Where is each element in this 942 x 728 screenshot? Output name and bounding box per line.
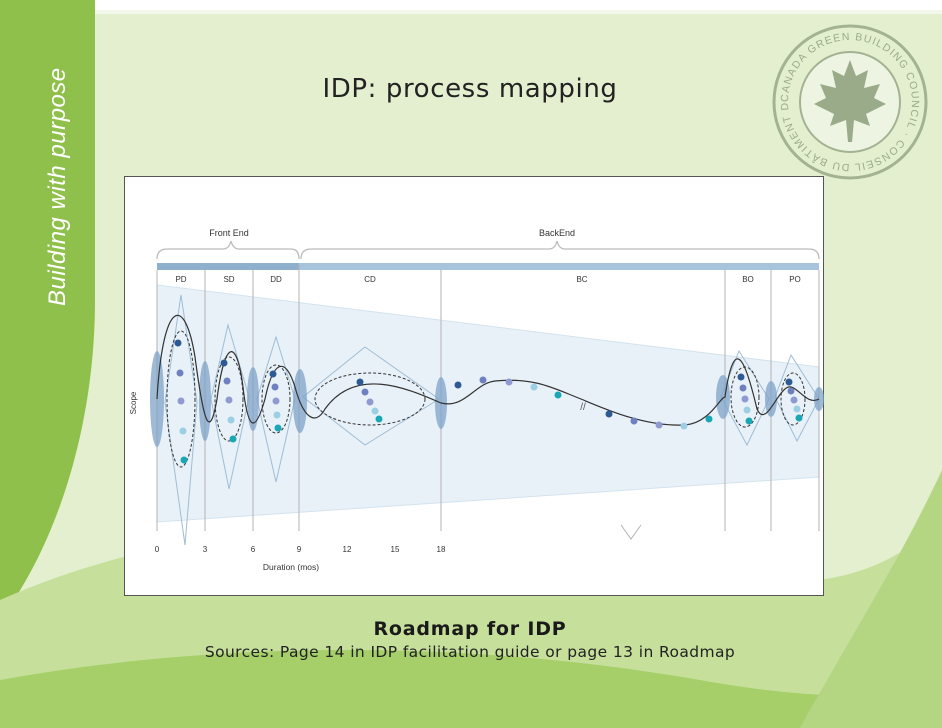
dot (785, 378, 793, 386)
dot (366, 398, 374, 406)
sd-diamond (210, 323, 250, 490)
dot (795, 414, 803, 422)
maple-leaf-icon (814, 60, 886, 142)
pd-diamond (164, 294, 198, 546)
cd-diamond (302, 346, 440, 446)
dot (743, 406, 751, 414)
phase-label-sd: SD (223, 275, 234, 284)
scope-band (157, 285, 819, 522)
po-cycle (780, 372, 806, 426)
x-tick: 6 (251, 545, 256, 554)
cd-cycle (314, 372, 426, 426)
dot (225, 396, 233, 404)
dot (356, 378, 364, 386)
dot (505, 378, 513, 386)
po-diamond (774, 353, 820, 443)
phase-label-bc: BC (576, 275, 587, 284)
dot (273, 411, 281, 419)
break-mark: // (580, 402, 586, 413)
dot (180, 456, 188, 464)
x-tick: 0 (155, 545, 160, 554)
x-tick: 3 (203, 545, 208, 554)
process-curve (156, 314, 820, 426)
dot (272, 397, 280, 405)
x-tick: 18 (437, 545, 446, 554)
phase-header-bar (157, 263, 819, 270)
dot (375, 415, 383, 423)
dd-diamond (256, 335, 296, 483)
dot (479, 376, 487, 384)
phase-label-dd: DD (270, 275, 282, 284)
dot (269, 370, 277, 378)
dot (530, 383, 538, 391)
y-axis-label: Scope (129, 391, 138, 414)
dot (271, 383, 279, 391)
dot (454, 381, 462, 389)
phase-label-pd: PD (175, 275, 186, 284)
dot (179, 427, 187, 435)
x-tick: 12 (343, 545, 352, 554)
dot (737, 373, 745, 381)
figure-caption: Roadmap for IDP (373, 618, 567, 640)
sd-cycle (214, 356, 244, 442)
group-label-front-end: Front End (209, 228, 249, 238)
dot (223, 377, 231, 385)
phase-label-po: PO (789, 275, 801, 284)
dot (176, 369, 184, 377)
dot (630, 417, 638, 425)
dot (371, 407, 379, 415)
x-axis-label: Duration (mos) (263, 562, 319, 572)
pd-cycle (166, 330, 196, 468)
roadmap-figure: Front End BackEnd PD SD DD CD BC BO PO (124, 176, 824, 596)
back-end-bracket (300, 240, 820, 260)
dot (655, 421, 663, 429)
group-label-back-end: BackEnd (539, 228, 575, 238)
dot (220, 359, 228, 367)
dot (174, 339, 182, 347)
transition-ellipse (199, 361, 211, 441)
bottom-notch (620, 524, 642, 540)
dot (787, 387, 795, 395)
transition-ellipse (765, 381, 777, 417)
dot (793, 405, 801, 413)
front-end-bracket (156, 240, 300, 260)
dot (605, 410, 613, 418)
dot (274, 424, 282, 432)
dot (790, 396, 798, 404)
dot (680, 422, 688, 430)
x-tick: 9 (297, 545, 302, 554)
dot (177, 397, 185, 405)
dot (739, 384, 747, 392)
dot (745, 417, 753, 425)
slide-title: IDP: process mapping (322, 74, 618, 104)
x-tick: 15 (391, 545, 400, 554)
dot (229, 435, 237, 443)
dd-cycle (261, 364, 291, 434)
phase-label-bo: BO (742, 275, 754, 284)
dot (554, 391, 562, 399)
dot (227, 416, 235, 424)
dot (361, 388, 369, 396)
dot (741, 395, 749, 403)
cagbc-seal-logo: CANADA GREEN BUILDING COUNCIL · CONSEIL … (770, 22, 928, 180)
transition-ellipse (247, 367, 259, 431)
tagline: Building with purpose (44, 67, 71, 306)
dot (705, 415, 713, 423)
phase-label-cd: CD (364, 275, 376, 284)
sources-note: Sources: Page 14 in IDP facilitation gui… (204, 643, 736, 661)
phase-dots (174, 339, 803, 464)
